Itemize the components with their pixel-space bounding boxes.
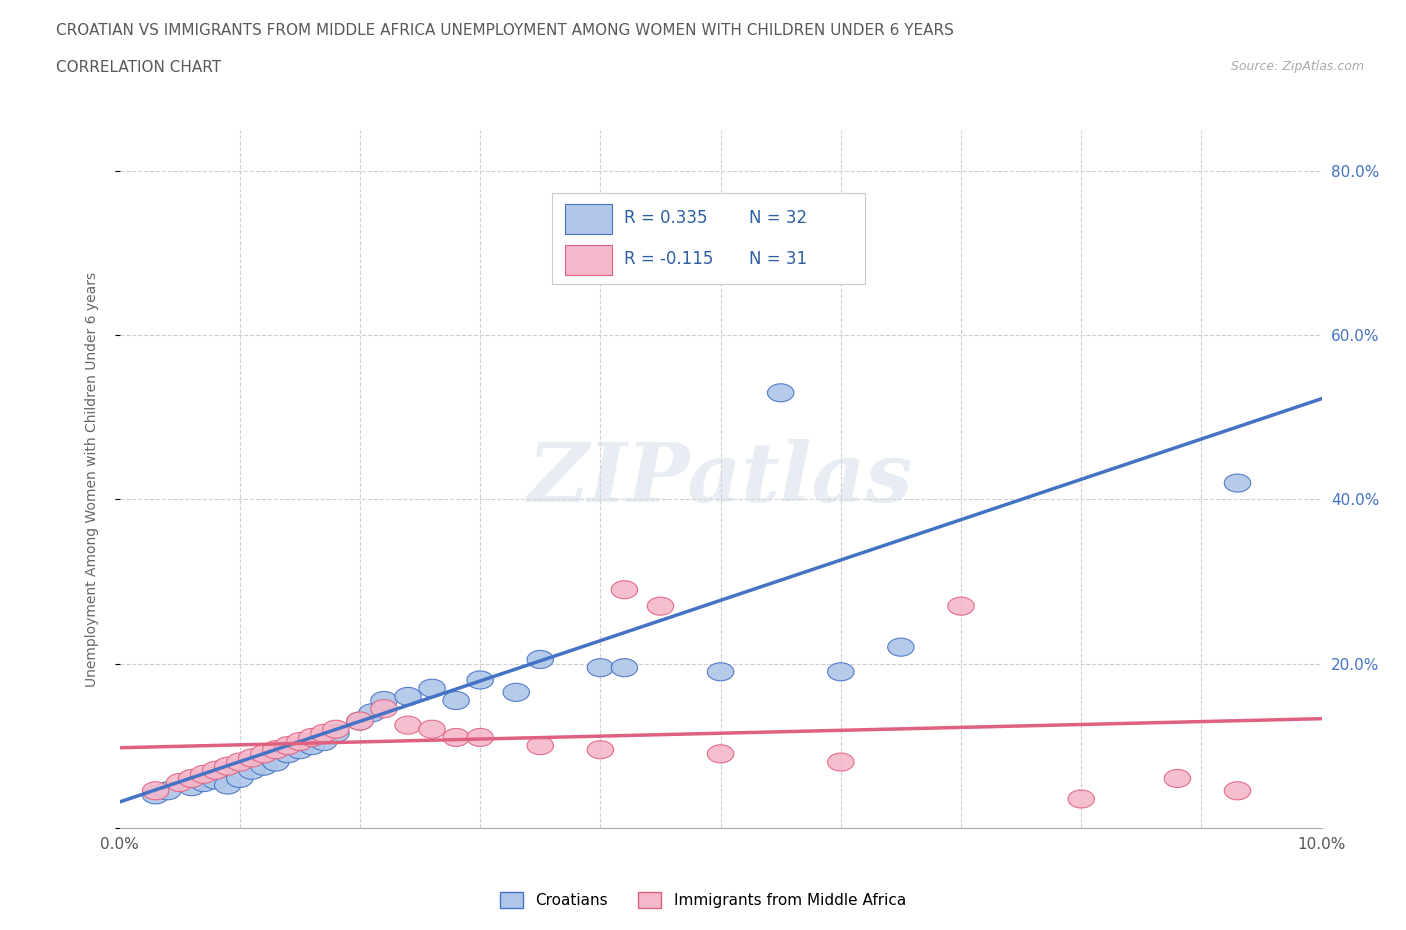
Ellipse shape — [707, 745, 734, 763]
Ellipse shape — [311, 733, 337, 751]
Y-axis label: Unemployment Among Women with Children Under 6 years: Unemployment Among Women with Children U… — [84, 272, 98, 686]
Ellipse shape — [503, 684, 530, 701]
Ellipse shape — [202, 762, 229, 779]
Ellipse shape — [298, 728, 325, 747]
Ellipse shape — [527, 737, 554, 754]
Ellipse shape — [215, 757, 240, 776]
Ellipse shape — [828, 753, 853, 771]
Ellipse shape — [202, 771, 229, 790]
Ellipse shape — [395, 716, 422, 734]
Ellipse shape — [612, 580, 638, 599]
Ellipse shape — [190, 765, 217, 783]
Ellipse shape — [1225, 782, 1251, 800]
Ellipse shape — [263, 753, 290, 771]
Ellipse shape — [322, 724, 349, 742]
Ellipse shape — [948, 597, 974, 615]
Ellipse shape — [179, 769, 205, 788]
Ellipse shape — [239, 749, 264, 767]
Text: R = -0.115: R = -0.115 — [624, 250, 713, 268]
FancyBboxPatch shape — [565, 245, 612, 274]
Ellipse shape — [347, 712, 373, 730]
Ellipse shape — [155, 782, 181, 800]
Ellipse shape — [707, 663, 734, 681]
Ellipse shape — [612, 658, 638, 677]
Ellipse shape — [395, 687, 422, 706]
Ellipse shape — [226, 753, 253, 771]
Text: R = 0.335: R = 0.335 — [624, 209, 707, 227]
Ellipse shape — [887, 638, 914, 657]
Ellipse shape — [322, 720, 349, 738]
Ellipse shape — [647, 245, 673, 262]
Ellipse shape — [828, 663, 853, 681]
Ellipse shape — [443, 692, 470, 710]
Ellipse shape — [239, 762, 264, 779]
Ellipse shape — [588, 658, 613, 677]
Text: CORRELATION CHART: CORRELATION CHART — [56, 60, 221, 75]
Text: N = 32: N = 32 — [749, 209, 807, 227]
Ellipse shape — [287, 733, 314, 751]
Text: ZIPatlas: ZIPatlas — [527, 439, 914, 519]
Ellipse shape — [179, 777, 205, 796]
Ellipse shape — [166, 774, 193, 791]
Ellipse shape — [467, 671, 494, 689]
Ellipse shape — [263, 740, 290, 759]
Ellipse shape — [1069, 790, 1094, 808]
Ellipse shape — [359, 704, 385, 722]
Ellipse shape — [298, 737, 325, 754]
Text: CROATIAN VS IMMIGRANTS FROM MIDDLE AFRICA UNEMPLOYMENT AMONG WOMEN WITH CHILDREN: CROATIAN VS IMMIGRANTS FROM MIDDLE AFRIC… — [56, 23, 955, 38]
Ellipse shape — [527, 650, 554, 669]
Ellipse shape — [250, 745, 277, 763]
Text: Source: ZipAtlas.com: Source: ZipAtlas.com — [1230, 60, 1364, 73]
Ellipse shape — [419, 679, 446, 698]
FancyBboxPatch shape — [565, 204, 612, 233]
Ellipse shape — [274, 737, 301, 754]
Ellipse shape — [226, 769, 253, 788]
Ellipse shape — [419, 720, 446, 738]
Ellipse shape — [190, 774, 217, 791]
Ellipse shape — [274, 745, 301, 763]
Ellipse shape — [371, 692, 398, 710]
Text: N = 31: N = 31 — [749, 250, 807, 268]
Ellipse shape — [647, 597, 673, 615]
Ellipse shape — [142, 786, 169, 804]
Ellipse shape — [443, 728, 470, 747]
Ellipse shape — [1164, 769, 1191, 788]
Ellipse shape — [467, 728, 494, 747]
Ellipse shape — [311, 724, 337, 742]
Ellipse shape — [215, 776, 240, 794]
Ellipse shape — [250, 757, 277, 776]
Legend: Croatians, Immigrants from Middle Africa: Croatians, Immigrants from Middle Africa — [495, 888, 911, 913]
Ellipse shape — [588, 740, 613, 759]
Ellipse shape — [768, 384, 794, 402]
Ellipse shape — [287, 740, 314, 759]
Ellipse shape — [371, 699, 398, 718]
Ellipse shape — [347, 712, 373, 730]
Ellipse shape — [142, 782, 169, 800]
Ellipse shape — [1225, 474, 1251, 492]
